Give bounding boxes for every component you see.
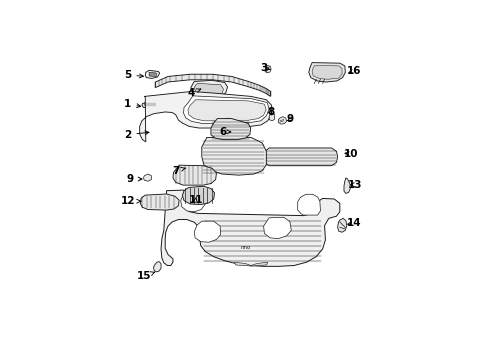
Polygon shape <box>195 84 223 95</box>
Polygon shape <box>195 221 220 242</box>
Text: 12: 12 <box>121 196 141 206</box>
Text: 9: 9 <box>286 114 294 125</box>
Polygon shape <box>181 191 205 212</box>
Polygon shape <box>142 101 159 108</box>
Polygon shape <box>309 63 345 82</box>
Polygon shape <box>211 118 250 140</box>
Polygon shape <box>265 66 271 73</box>
Polygon shape <box>188 100 266 121</box>
Polygon shape <box>182 186 215 204</box>
Polygon shape <box>312 66 342 79</box>
Text: 8: 8 <box>267 108 274 117</box>
Polygon shape <box>173 165 217 185</box>
Polygon shape <box>140 194 179 210</box>
Text: 3: 3 <box>260 63 270 73</box>
Polygon shape <box>235 262 268 266</box>
Polygon shape <box>298 194 320 215</box>
Text: 14: 14 <box>346 219 361 228</box>
Polygon shape <box>155 74 270 96</box>
Text: 1: 1 <box>124 99 141 109</box>
Polygon shape <box>191 80 227 96</box>
Text: 10: 10 <box>343 149 358 159</box>
Text: 2: 2 <box>124 130 149 140</box>
Polygon shape <box>149 72 156 76</box>
Polygon shape <box>145 70 160 78</box>
Text: 5: 5 <box>124 70 144 80</box>
Polygon shape <box>202 138 267 175</box>
Text: nno: nno <box>241 245 251 250</box>
Polygon shape <box>183 96 269 123</box>
Polygon shape <box>264 148 338 166</box>
Polygon shape <box>338 219 347 232</box>
Text: 7: 7 <box>172 166 186 176</box>
Polygon shape <box>144 174 151 181</box>
Polygon shape <box>153 262 161 272</box>
Polygon shape <box>278 117 287 124</box>
Text: 11: 11 <box>189 195 203 205</box>
Text: 9: 9 <box>127 174 142 184</box>
Text: 15: 15 <box>137 271 155 281</box>
Polygon shape <box>145 103 156 106</box>
Text: 4: 4 <box>188 88 201 98</box>
Polygon shape <box>161 190 340 266</box>
Text: 6: 6 <box>220 127 231 137</box>
Polygon shape <box>264 217 292 239</box>
Text: 13: 13 <box>348 180 362 190</box>
Polygon shape <box>269 113 275 121</box>
Polygon shape <box>344 178 350 193</box>
Polygon shape <box>140 91 271 142</box>
Text: 16: 16 <box>346 66 361 76</box>
